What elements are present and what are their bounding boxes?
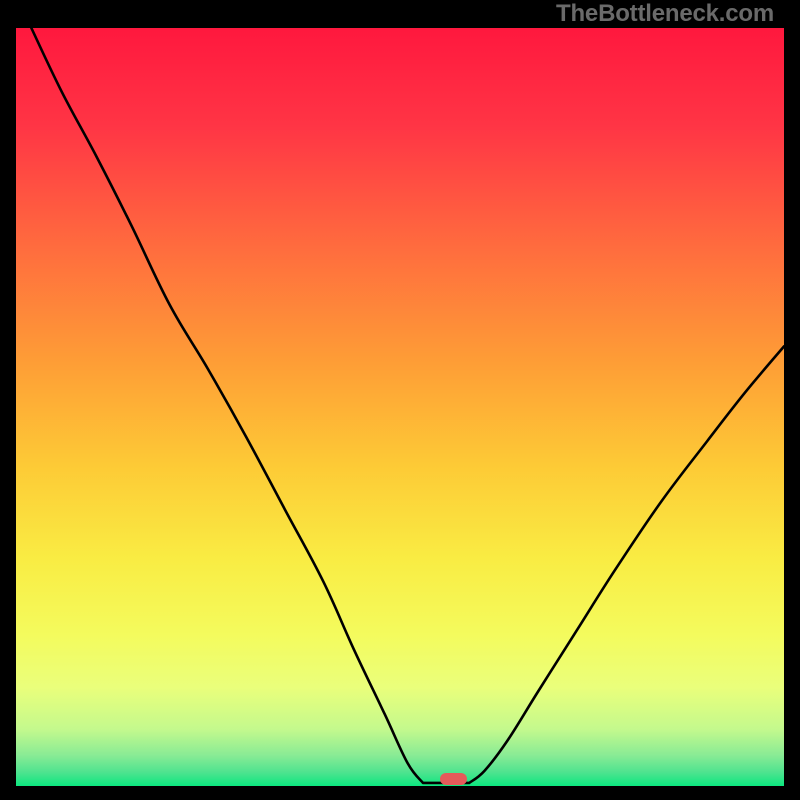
optimal-point-marker <box>440 773 467 785</box>
chart-container: TheBottleneck.com <box>0 0 800 800</box>
bottleneck-chart <box>0 0 800 800</box>
watermark-label: TheBottleneck.com <box>556 0 774 28</box>
gradient-plot-area <box>16 28 784 786</box>
